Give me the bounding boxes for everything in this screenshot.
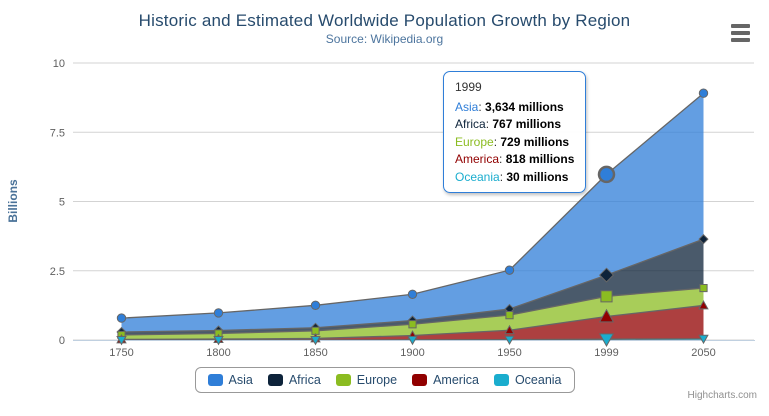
x-axis-label: 1999 [594,347,618,359]
point-europe-1999[interactable] [600,290,613,303]
tooltip-series-value: 3,634 millions [485,99,564,114]
legend-label: America [433,373,479,387]
point-europe-1950[interactable] [505,310,514,320]
tooltip-row-africa: Africa: 767 millions [455,117,562,131]
point-oceania-1999[interactable] [598,333,615,347]
legend-item-europe[interactable]: Europe [335,373,398,387]
point-oceania-1950[interactable] [504,335,515,346]
tooltip-series-value: 30 millions [506,169,569,184]
point-asia-1800[interactable] [213,308,224,318]
legend-swatch-icon [493,374,509,386]
point-oceania-1750[interactable] [116,336,127,346]
y-axis-label: 5 [59,197,65,209]
legend-swatch-icon [412,374,428,386]
legend: Asia Africa Europe America Oceania [194,367,575,393]
area-america[interactable] [121,305,704,340]
legend-item-africa[interactable]: Africa [267,373,321,387]
legend-label: Asia [228,373,253,387]
legend-item-america[interactable]: America [412,373,479,387]
legend-label: Europe [356,373,398,387]
point-asia-2050[interactable] [698,88,709,98]
tooltip-series-name: Asia [455,99,479,114]
hamburger-menu-icon [731,24,750,28]
tooltip-series-value: 767 millions [492,117,562,131]
point-africa-1999[interactable] [598,267,615,283]
tooltip: 1999 Asia: 3,634 millions Africa: 767 mil… [443,71,587,193]
tooltip-series-name: Oceania [455,169,500,184]
point-asia-1750[interactable] [116,313,127,323]
tooltip-series-name: Europe [455,134,494,149]
chart-title: Historic and Estimated Worldwide Populat… [138,11,631,30]
point-america-2050[interactable] [698,300,709,310]
x-axis-label: 1750 [109,347,133,359]
hamburger-menu-icon [731,38,750,42]
point-oceania-1900[interactable] [407,335,418,346]
x-axis-label: 1900 [400,347,424,359]
legend-swatch-icon [335,374,351,386]
tooltip-series-name: Africa [455,117,486,131]
point-asia-1999[interactable] [597,165,616,184]
y-axis-label: 7.5 [50,127,65,139]
legend-item-asia[interactable]: Asia [207,373,253,387]
point-america-1950[interactable] [504,324,515,335]
y-axis-title: Billions [6,179,20,223]
x-axis-label: 2050 [691,347,715,359]
credits-link[interactable]: Highcharts.com [687,390,757,401]
area-africa[interactable] [121,239,704,335]
point-europe-1850[interactable] [311,326,320,335]
tooltip-series-value: 818 millions [505,152,575,166]
tooltip-header: 1999 [455,80,482,94]
legend-label: Oceania [514,373,562,387]
tooltip-row-america: America: 818 millions [455,152,575,166]
y-axis-label: 2.5 [50,266,65,278]
x-axis-label: 1950 [497,347,521,359]
point-europe-1900[interactable] [408,320,417,329]
point-asia-1850[interactable] [310,300,321,311]
point-asia-1950[interactable] [504,265,515,275]
point-america-1999[interactable] [598,308,615,323]
legend-item-oceania[interactable]: Oceania [493,373,562,387]
tooltip-row-asia: Asia: 3,634 millions [455,99,564,114]
area-asia[interactable] [121,93,704,332]
tooltip-rows: Asia: 3,634 millions Africa: 767 millions… [455,99,574,187]
y-axis-label: 0 [59,335,65,347]
tooltip-row-oceania: Oceania: 30 millions [455,169,569,184]
tooltip-series-name: America [455,152,500,166]
hamburger-menu-icon [731,31,750,35]
export-menu-button[interactable] [731,23,750,43]
point-asia-1900[interactable] [407,289,418,299]
legend-swatch-icon [207,374,223,386]
tooltip-row-europe: Europe: 729 millions [455,134,570,149]
point-africa-2050[interactable] [698,234,709,245]
point-europe-2050[interactable] [699,283,708,293]
tooltip-series-value: 729 millions [500,134,570,149]
point-oceania-1800[interactable] [213,336,224,346]
x-axis-label: 1850 [303,347,327,359]
legend-label: Africa [288,373,321,387]
point-oceania-2050[interactable] [698,334,709,345]
x-axis-label: 1800 [206,347,230,359]
chart-subtitle: Source: Wikipedia.org [325,32,444,46]
y-axis-label: 10 [53,58,65,70]
legend-swatch-icon [267,374,283,386]
point-oceania-1850[interactable] [310,336,321,346]
